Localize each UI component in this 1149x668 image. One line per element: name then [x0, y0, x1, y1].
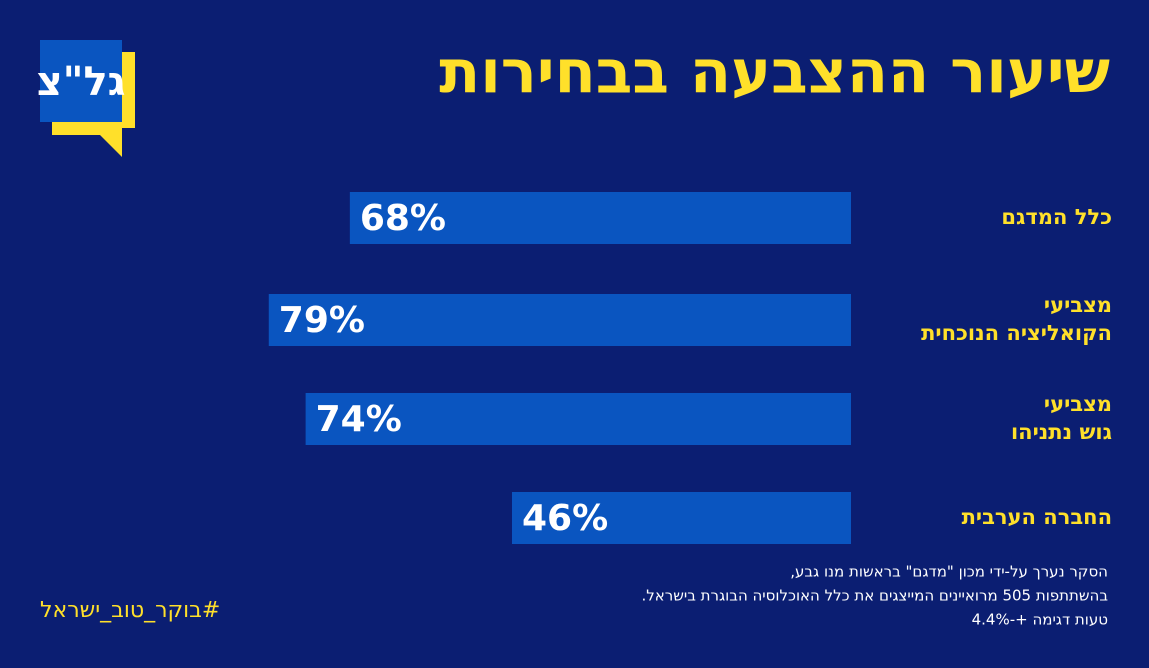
bar [305, 393, 851, 445]
category-label: מצביעי [1044, 392, 1112, 416]
footnote-line: בהשתתפות 505 מרואיינים המייצגים את כלל ה… [641, 587, 1108, 605]
footnote-line: הסקר נערך על-ידי מכון "מדגם" בראשות מנו … [790, 563, 1108, 581]
footnote-line: טעות דגימה +-4.4% [972, 611, 1108, 629]
category-label: גוש נתניהו [1011, 420, 1112, 444]
category-label: כלל המדגם [1001, 205, 1112, 229]
bar [349, 192, 851, 244]
value-label: 79% [279, 300, 365, 341]
value-label: 68% [360, 198, 446, 239]
chart-title: שיעור ההצבעה בבחירות [439, 38, 1110, 108]
hashtag: #בוקר_טוב_ישראל [40, 598, 220, 623]
bar [268, 294, 851, 346]
bar [511, 492, 851, 544]
category-label: הקואליציה הנוכחית [921, 321, 1112, 345]
logo: גל"צ [36, 40, 135, 157]
footnote: הסקר נערך על-ידי מכון "מדגם" בראשות מנו … [641, 563, 1108, 629]
value-label: 74% [316, 399, 402, 440]
category-label: החברה הערבית [962, 505, 1112, 529]
value-label: 46% [522, 498, 608, 539]
category-label: מצביעי [1044, 293, 1112, 317]
logo-text: גל"צ [36, 59, 125, 105]
